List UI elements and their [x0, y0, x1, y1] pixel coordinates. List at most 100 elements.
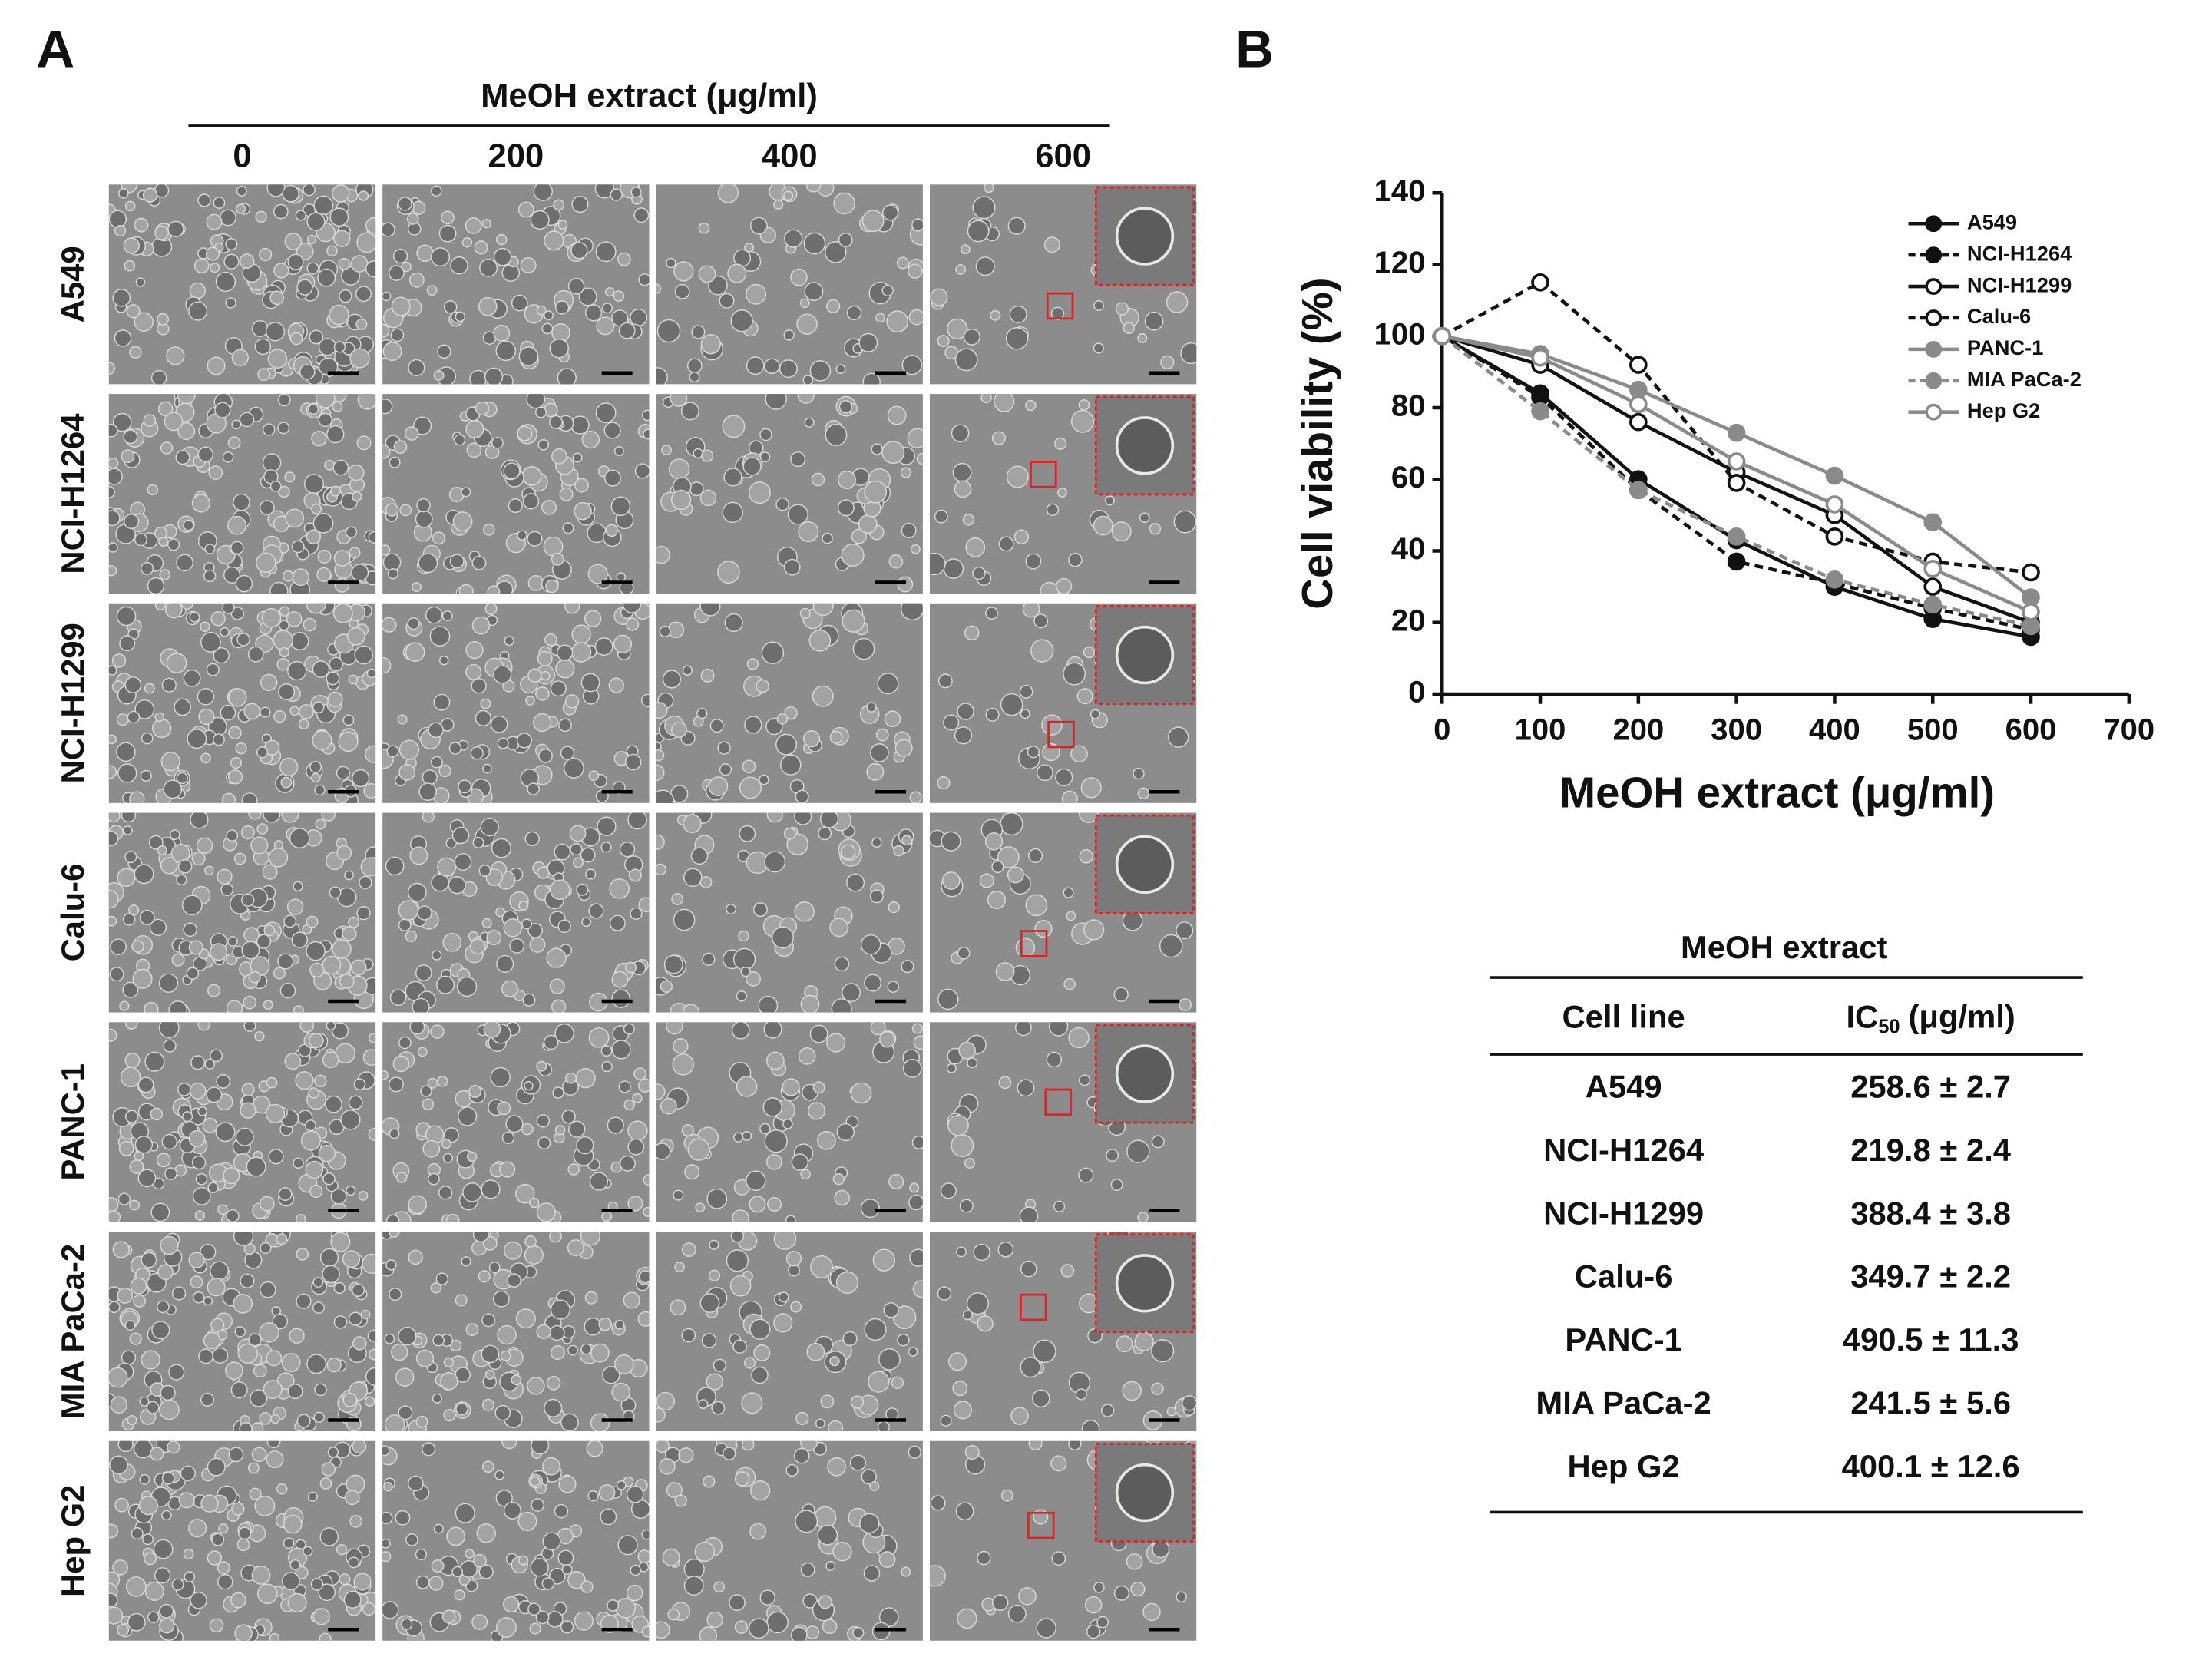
- cell: [276, 1483, 288, 1495]
- cell: [882, 204, 899, 221]
- cell: [784, 706, 798, 720]
- cell: [732, 1209, 749, 1222]
- cell: [303, 474, 325, 494]
- cell: [430, 247, 451, 267]
- cell: [1166, 291, 1189, 313]
- cell: [456, 976, 478, 997]
- cell: [138, 1496, 159, 1516]
- cell: [1167, 726, 1189, 748]
- cell: [831, 998, 852, 1013]
- cell: [398, 1405, 413, 1420]
- cell: [912, 1280, 923, 1298]
- cell: [420, 1085, 432, 1097]
- cell: [527, 668, 542, 683]
- cell: [929, 1565, 946, 1587]
- cell: [1030, 639, 1054, 663]
- cell: [178, 1492, 195, 1509]
- cell: [609, 914, 626, 931]
- cell-layer: [930, 184, 1197, 372]
- cell: [746, 1170, 766, 1191]
- cell: [613, 446, 624, 457]
- cell: [879, 1031, 896, 1048]
- cell: [470, 746, 484, 760]
- cell: [527, 575, 544, 591]
- cell: [1014, 1022, 1032, 1037]
- cell: [389, 265, 405, 281]
- cell: [511, 294, 528, 312]
- cell: [146, 1401, 160, 1414]
- cell: [1009, 305, 1027, 324]
- cell: [189, 1083, 207, 1100]
- cell: [1110, 1179, 1123, 1191]
- cell: [382, 444, 391, 459]
- cell: [454, 1589, 465, 1601]
- cell: [985, 707, 1000, 722]
- cell: [1086, 1624, 1101, 1639]
- micrograph: [929, 394, 1197, 594]
- cell-layer: [656, 1022, 923, 1222]
- micrograph: [108, 1232, 376, 1432]
- cell: [719, 763, 732, 776]
- cell: [295, 210, 306, 221]
- cell: [188, 1519, 207, 1538]
- cell: [619, 1155, 636, 1172]
- cell: [200, 631, 221, 653]
- cell: [339, 1573, 351, 1586]
- cell: [432, 1393, 442, 1404]
- cell: [221, 792, 236, 803]
- cell: [465, 217, 482, 234]
- cell: [315, 394, 336, 408]
- cell: [490, 715, 508, 733]
- cell: [134, 312, 154, 332]
- cell: [947, 1352, 967, 1371]
- table-cell: 388.4 ± 3.8: [1850, 1195, 2011, 1231]
- cell: [369, 1348, 376, 1361]
- micrograph: [656, 184, 923, 385]
- cell: [998, 536, 1014, 552]
- cell: [329, 886, 342, 899]
- cell: [819, 812, 839, 828]
- cell: [177, 859, 193, 874]
- inset-cell: [1115, 416, 1175, 475]
- cell: [618, 1080, 631, 1093]
- cell: [1022, 603, 1040, 618]
- cell: [231, 419, 242, 430]
- cell: [190, 812, 209, 829]
- cell: [461, 487, 471, 498]
- cell: [574, 1611, 594, 1631]
- cell: [656, 789, 675, 803]
- cell: [209, 1618, 224, 1633]
- cell: [937, 776, 951, 790]
- cell: [751, 1366, 769, 1384]
- cell: [693, 448, 703, 459]
- cell: [656, 749, 665, 762]
- series-marker: [1825, 570, 1844, 589]
- cell: [235, 742, 247, 755]
- cell: [900, 467, 911, 478]
- cell: [832, 1172, 845, 1186]
- cell: [451, 1566, 464, 1578]
- cell: [443, 1357, 455, 1368]
- cell: [305, 1119, 317, 1132]
- cell: [1078, 1167, 1094, 1183]
- cell: [700, 334, 721, 355]
- cell: [466, 442, 482, 458]
- cell: [273, 263, 289, 279]
- cell: [324, 459, 335, 471]
- cell-layer: [108, 1022, 376, 1222]
- cell: [703, 1475, 716, 1488]
- cell: [835, 364, 846, 375]
- cell: [338, 258, 351, 270]
- cell: [336, 1544, 348, 1556]
- cell: [432, 531, 445, 545]
- y-tick-label: 0: [1408, 676, 1425, 709]
- cell: [656, 1083, 666, 1100]
- cell: [788, 1264, 800, 1277]
- cell: [586, 1440, 603, 1457]
- cell: [739, 776, 762, 799]
- cell: [108, 1606, 124, 1625]
- y-tick-label: 20: [1391, 604, 1426, 637]
- cell: [188, 1129, 206, 1147]
- cell: [549, 978, 565, 994]
- cell: [385, 1214, 400, 1222]
